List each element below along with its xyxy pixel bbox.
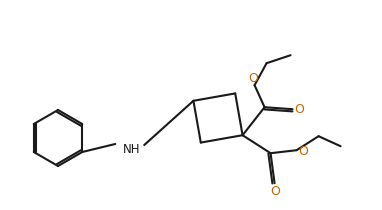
Text: NH: NH <box>123 143 140 155</box>
Text: O: O <box>249 72 259 85</box>
Text: O: O <box>295 103 304 116</box>
Text: O: O <box>299 145 309 158</box>
Text: O: O <box>270 185 280 198</box>
